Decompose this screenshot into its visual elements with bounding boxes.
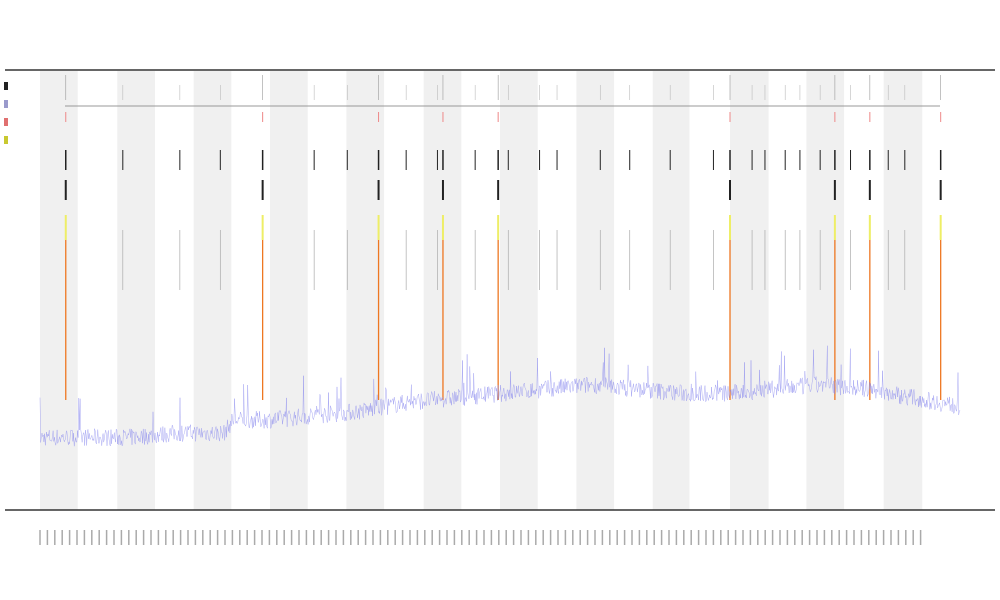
shaded-band bbox=[576, 70, 615, 510]
series-line bbox=[39, 345, 961, 447]
shaded-band bbox=[193, 70, 232, 510]
shaded-band bbox=[40, 70, 78, 510]
legend-swatch bbox=[4, 82, 8, 90]
shaded-band bbox=[652, 70, 690, 510]
legend-swatch bbox=[4, 118, 8, 126]
shaded-band bbox=[500, 70, 538, 510]
shaded-band bbox=[270, 70, 308, 510]
shaded-band bbox=[346, 70, 385, 510]
shaded-band bbox=[883, 70, 923, 510]
legend-swatch bbox=[4, 136, 8, 144]
legend-swatch bbox=[4, 100, 8, 108]
shaded-band bbox=[806, 70, 845, 510]
shaded-band bbox=[730, 70, 769, 510]
